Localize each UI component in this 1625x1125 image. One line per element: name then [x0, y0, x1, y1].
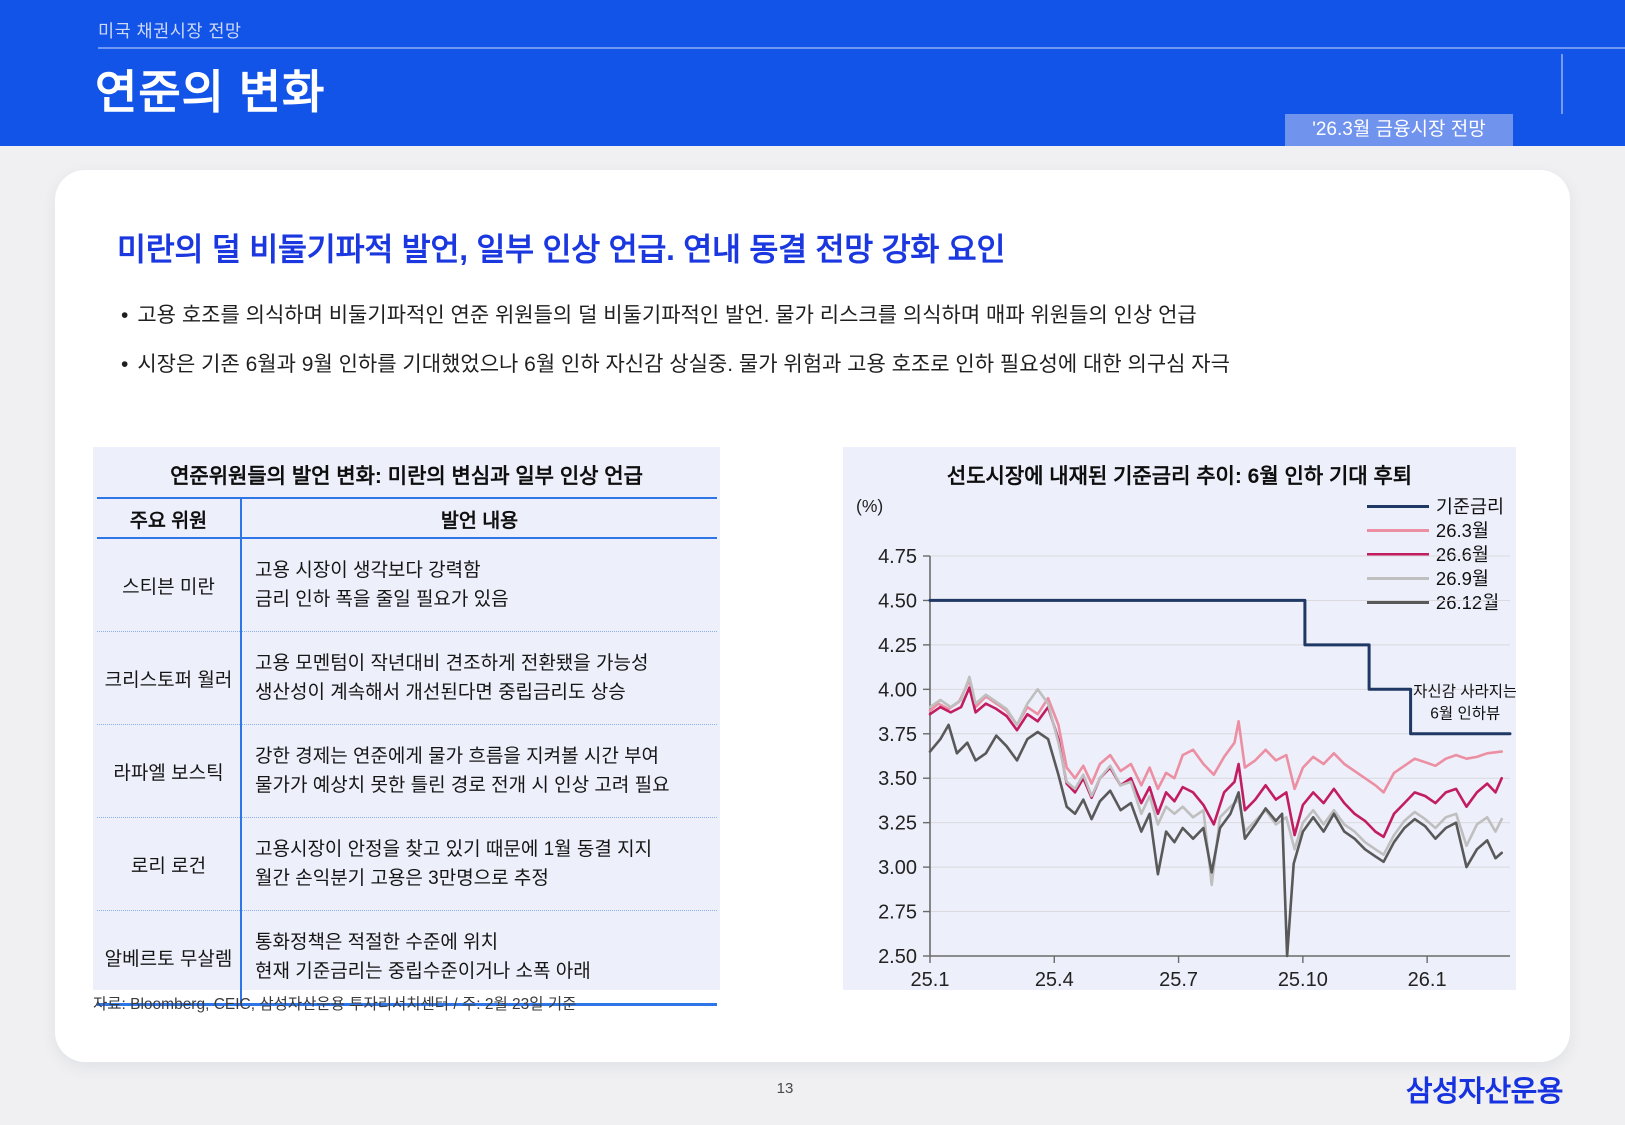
member-name: 라파엘 보스틱 [97, 724, 242, 818]
comment-line: 금리 인하 폭을 줄일 필요가 있음 [255, 589, 509, 610]
y-axis-unit-label: (%) [856, 496, 884, 516]
comment-line: 물가가 예상치 못한 틀린 경로 전개 시 인상 고려 필요 [255, 775, 670, 796]
comment-line: 월간 손익분기 고용은 3만명으로 추정 [255, 868, 549, 889]
legend-item: 26.12월 [1366, 590, 1504, 614]
table-row: 알베르토 무살렘 통화정책은 적절한 수준에 위치 현재 기준금리는 중립수준이… [97, 910, 717, 1006]
legend-swatch [1366, 600, 1429, 604]
comment-line: 강한 경제는 연준에게 물가 흐름을 지켜볼 시간 부여 [255, 746, 660, 767]
legend-label: 26.3월 [1435, 520, 1489, 541]
member-comment: 강한 경제는 연준에게 물가 흐름을 지켜볼 시간 부여 물가가 예상치 못한 … [241, 724, 717, 818]
page-number: 13 [776, 1080, 794, 1097]
svg-text:3.75: 3.75 [878, 724, 917, 746]
lead-heading: 미란의 덜 비둘기파적 발언, 일부 인상 언급. 연내 동결 전망 강화 요인 [117, 231, 1006, 267]
legend-item: 26.6월 [1366, 542, 1504, 566]
page-title: 연준의 변화 [95, 66, 326, 118]
comment-line: 생산성이 계속해서 개선된다면 중립금리도 상승 [255, 682, 626, 703]
comment-line: 고용 모멘텀이 작년대비 견조하게 전환됐을 가능성 [255, 653, 649, 674]
fed-comments-panel: 연준위원들의 발언 변화: 미란의 변심과 일부 인상 언급 주요 위원 발언 … [93, 447, 720, 1006]
svg-text:자신감 사라지는: 자신감 사라지는 [1413, 682, 1516, 700]
bullet-item: 고용 호조를 의식하며 비둘기파적인 연준 위원들의 덜 비둘기파적인 발언. … [121, 302, 1521, 329]
svg-text:25.4: 25.4 [1035, 969, 1074, 990]
legend-label: 26.12월 [1435, 592, 1500, 613]
breadcrumb: 미국 채권시장 전망 [98, 21, 242, 41]
source-note: 자료: Bloomberg, CEIC, 삼성자산운용 투자리서치센터 / 주:… [93, 996, 577, 1013]
legend-item: 기준금리 [1366, 494, 1504, 518]
comment-line: 고용 시장이 생각보다 강력함 [255, 560, 481, 581]
chart-title: 선도시장에 내재된 기준금리 추이: 6월 인하 기대 후퇴 [946, 465, 1413, 488]
svg-text:4.50: 4.50 [878, 590, 917, 612]
company-logo: 삼성자산운용 [1405, 1076, 1564, 1108]
rate-chart-panel: 선도시장에 내재된 기준금리 추이: 6월 인하 기대 후퇴 (%) 기준금리 … [843, 447, 1516, 990]
comment-line: 통화정책은 적절한 수준에 위치 [255, 932, 499, 953]
header-accent-line [1561, 54, 1563, 114]
svg-text:3.50: 3.50 [878, 768, 917, 790]
member-name: 스티븐 미란 [97, 538, 242, 632]
legend-label: 26.6월 [1435, 544, 1489, 565]
svg-text:25.7: 25.7 [1159, 969, 1198, 990]
table-header-row: 주요 위원 발언 내용 [97, 497, 717, 539]
svg-text:3.25: 3.25 [878, 813, 917, 835]
edition-badge: '26.3월 금융시장 전망 [1285, 114, 1513, 146]
svg-text:25.10: 25.10 [1278, 969, 1328, 990]
member-comment: 고용시장이 안정을 찾고 있기 때문에 1월 동결 지지 월간 손익분기 고용은… [241, 817, 717, 911]
legend-label: 기준금리 [1435, 496, 1504, 517]
svg-text:2.75: 2.75 [878, 902, 917, 924]
svg-text:26.1: 26.1 [1408, 969, 1447, 990]
legend-swatch [1366, 576, 1429, 580]
column-header-comment: 발언 내용 [241, 497, 717, 539]
comment-line: 현재 기준금리는 중립수준이거나 소폭 아래 [255, 961, 591, 982]
table-row: 라파엘 보스틱 강한 경제는 연준에게 물가 흐름을 지켜볼 시간 부여 물가가… [97, 724, 717, 818]
table-row: 로리 로건 고용시장이 안정을 찾고 있기 때문에 1월 동결 지지 월간 손익… [97, 817, 717, 911]
svg-text:2.50: 2.50 [878, 946, 917, 968]
comment-line: 고용시장이 안정을 찾고 있기 때문에 1월 동결 지지 [255, 839, 653, 860]
member-comment: 고용 시장이 생각보다 강력함 금리 인하 폭을 줄일 필요가 있음 [241, 538, 717, 632]
fed-comments-table: 주요 위원 발언 내용 스티븐 미란 고용 시장이 생각보다 강력함 금리 인하… [97, 497, 717, 1006]
member-comment: 통화정책은 적절한 수준에 위치 현재 기준금리는 중립수준이거나 소폭 아래 [241, 910, 717, 1006]
member-comment: 고용 모멘텀이 작년대비 견조하게 전환됐을 가능성 생산성이 계속해서 개선된… [241, 631, 717, 725]
legend-swatch [1366, 504, 1429, 508]
member-name: 알베르토 무살렘 [97, 910, 242, 1006]
legend-label: 26.9월 [1435, 568, 1489, 589]
header-divider [98, 47, 1625, 49]
bullet-item: 시장은 기존 6월과 9월 인하를 기대했었으나 6월 인하 자신감 상실중. … [121, 351, 1521, 378]
rate-line-chart: 2.50 2.75 3.00 3.25 3.50 3.75 4.00 4.25 4.50 4.75… [878, 546, 1516, 990]
svg-text:4.75: 4.75 [878, 546, 917, 568]
table-row: 스티븐 미란 고용 시장이 생각보다 강력함 금리 인하 폭을 줄일 필요가 있… [97, 538, 717, 632]
column-header-member: 주요 위원 [97, 497, 242, 539]
content-card: 미란의 덜 비둘기파적 발언, 일부 인상 언급. 연내 동결 전망 강화 요인… [55, 170, 1570, 1062]
chart-legend: 기준금리 26.3월 26.6월 26.9월 26.12월 [1366, 494, 1504, 614]
legend-swatch [1366, 528, 1429, 532]
legend-item: 26.9월 [1366, 566, 1504, 590]
member-name: 로리 로건 [97, 817, 242, 911]
svg-text:6월 인하뷰: 6월 인하뷰 [1430, 704, 1500, 722]
svg-text:3.00: 3.00 [878, 857, 917, 879]
svg-text:4.25: 4.25 [878, 635, 917, 657]
member-name: 크리스토퍼 월러 [97, 631, 242, 725]
svg-text:4.00: 4.00 [878, 679, 917, 701]
legend-swatch [1366, 552, 1429, 556]
lead-bullets: 고용 호조를 의식하며 비둘기파적인 연준 위원들의 덜 비둘기파적인 발언. … [121, 302, 1521, 400]
header-banner: 미국 채권시장 전망 연준의 변화 '26.3월 금융시장 전망 [0, 0, 1625, 146]
svg-text:25.1: 25.1 [911, 969, 950, 990]
table-row: 크리스토퍼 월러 고용 모멘텀이 작년대비 견조하게 전환됐을 가능성 생산성이… [97, 631, 717, 725]
legend-item: 26.3월 [1366, 518, 1504, 542]
table-title: 연준위원들의 발언 변화: 미란의 변심과 일부 인상 언급 [170, 465, 643, 488]
